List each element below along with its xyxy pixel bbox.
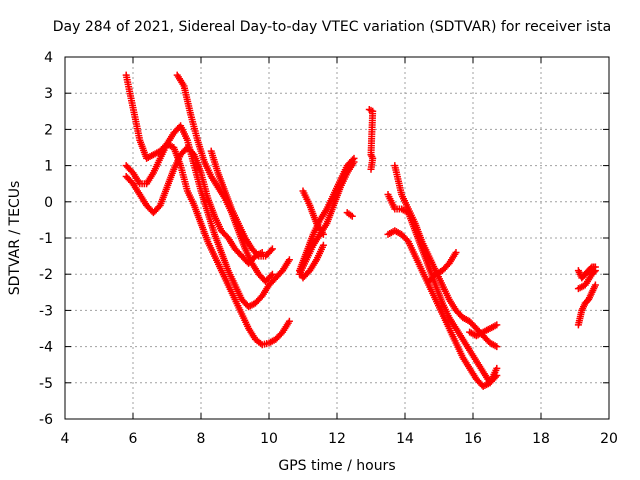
- x-tick-label: 10: [260, 431, 278, 447]
- series-arc-11: [365, 105, 377, 173]
- data-point: [403, 236, 411, 244]
- x-axis-label: GPS time / hours: [278, 458, 395, 474]
- data-point: [348, 212, 356, 220]
- data-point: [349, 156, 357, 164]
- x-tick-label: 14: [396, 431, 414, 447]
- data-point: [268, 245, 276, 253]
- x-tick-label: 20: [600, 431, 618, 447]
- y-tick-label: 0: [44, 195, 53, 211]
- y-tick-label: -6: [39, 412, 53, 428]
- x-tick-label: 16: [464, 431, 482, 447]
- x-tick-label: 4: [61, 431, 70, 447]
- data-point: [267, 246, 275, 254]
- data-point: [319, 230, 327, 238]
- data-point: [590, 268, 598, 276]
- data-point: [253, 251, 261, 259]
- series-arc-12: [384, 191, 501, 387]
- data-point: [591, 267, 599, 275]
- y-tick-label: -2: [39, 267, 53, 283]
- series-arc-17: [574, 263, 599, 282]
- y-tick-label: -5: [39, 376, 53, 392]
- y-tick-label: 4: [44, 50, 53, 66]
- data-point: [285, 317, 293, 325]
- series-arc-6: [296, 241, 327, 282]
- y-tick-label: -1: [39, 231, 53, 247]
- y-tick-label: -4: [39, 340, 53, 356]
- data-point: [452, 248, 460, 256]
- data-point: [268, 270, 276, 278]
- series-arc-18: [574, 281, 599, 329]
- y-tick-label: 2: [44, 122, 53, 138]
- chart-title: Day 284 of 2021, Sidereal Day-to-day VTE…: [53, 19, 611, 35]
- x-tick-label: 12: [328, 431, 346, 447]
- series-arc-13: [384, 227, 501, 390]
- series-arc-15: [425, 248, 460, 285]
- x-tick-label: 8: [197, 431, 206, 447]
- x-tick-label: 6: [129, 431, 138, 447]
- y-axis-label: SDTVAR / TECUs: [7, 181, 23, 296]
- y-tick-label: -3: [39, 303, 53, 319]
- y-tick-label: 1: [44, 159, 53, 175]
- series-arc-19: [574, 267, 599, 293]
- series-arc-9: [299, 187, 327, 238]
- data-point: [267, 272, 275, 280]
- series-arc-5: [207, 147, 276, 260]
- data-point: [493, 364, 501, 372]
- y-tick-label: 3: [44, 86, 53, 102]
- x-tick-label: 18: [532, 431, 550, 447]
- data-point: [350, 154, 358, 162]
- data-point: [591, 281, 599, 289]
- data-point: [493, 321, 501, 329]
- data-point: [367, 165, 375, 173]
- data-point: [285, 256, 293, 264]
- data-point: [258, 248, 266, 256]
- data-point: [319, 241, 327, 249]
- series-arc-16: [466, 321, 501, 340]
- marks-layer: [122, 71, 599, 390]
- series-arc-10: [343, 209, 356, 220]
- data-point: [493, 343, 501, 351]
